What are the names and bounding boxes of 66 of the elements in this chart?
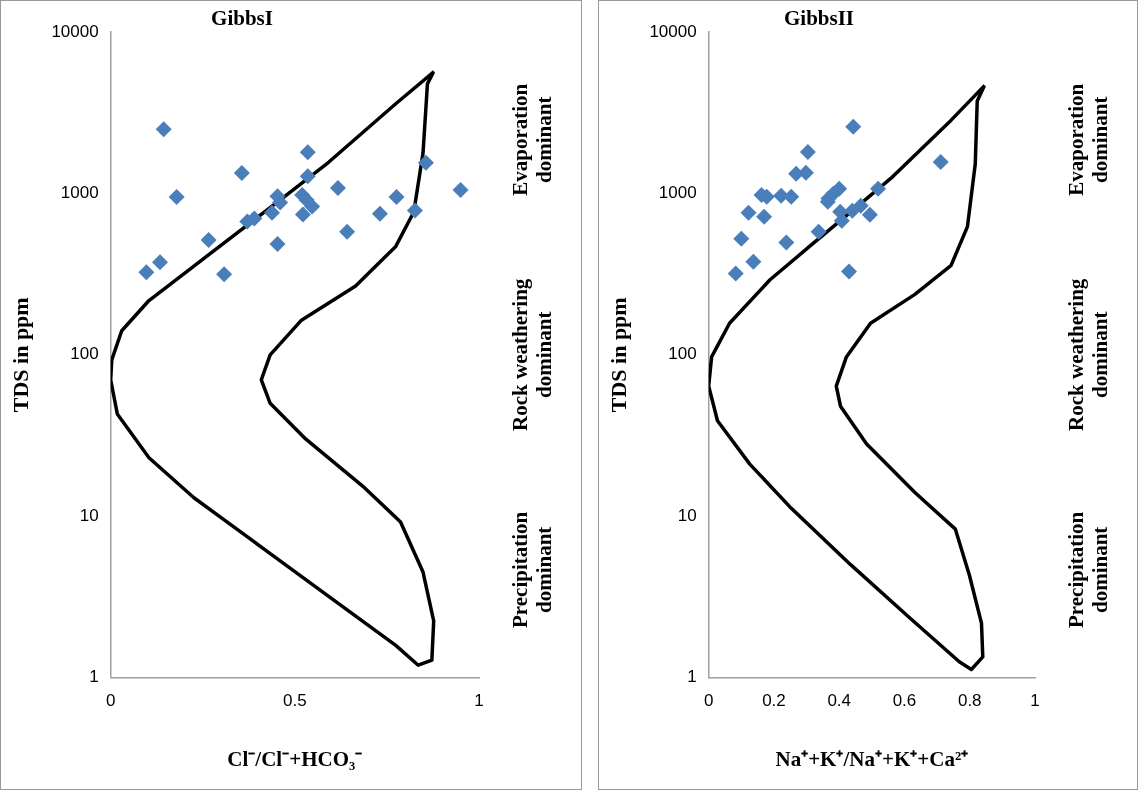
point — [932, 153, 949, 170]
text: Precipitation dominant — [508, 511, 557, 628]
point — [388, 189, 405, 206]
point — [339, 223, 356, 240]
point — [870, 180, 887, 197]
point — [733, 230, 750, 247]
point — [740, 204, 757, 221]
y-tick-label: 10000 — [649, 21, 697, 41]
text: Evaporation dominant — [508, 83, 557, 196]
point — [371, 205, 388, 222]
point — [294, 206, 311, 223]
y-tick-label: 10 — [677, 505, 697, 525]
x-tick-label: 1 — [474, 691, 484, 711]
x-tick-label: 0.6 — [892, 691, 917, 711]
point — [299, 144, 316, 161]
x-tick-label: 0 — [105, 691, 116, 711]
point — [299, 168, 316, 185]
x-tick-label: 0.2 — [762, 691, 786, 711]
x-axis-title: Na⁺+K⁺/Na⁺+K⁺+Ca²⁺ — [775, 746, 969, 771]
x-tick-label: 0 — [703, 691, 714, 711]
point — [216, 266, 233, 283]
point — [852, 197, 869, 214]
x-tick-label: 1 — [1030, 691, 1040, 711]
point — [861, 206, 878, 223]
point — [233, 165, 250, 181]
point — [417, 154, 434, 171]
chart-title: GibbsI — [211, 6, 273, 31]
y-tick-label: 1000 — [658, 183, 697, 203]
point — [845, 118, 862, 135]
text: Evaporation dominant — [1064, 83, 1113, 196]
point — [745, 253, 762, 270]
point — [200, 231, 217, 248]
y-tick-label: 10000 — [51, 21, 99, 41]
point — [264, 204, 280, 221]
text: Rock weathering dominant — [508, 278, 557, 431]
y-tick-label: 100 — [70, 344, 99, 364]
text: Precipitation dominant — [1064, 511, 1113, 628]
y-axis-title: TDS in ppm — [605, 297, 631, 413]
point — [778, 234, 795, 251]
point — [844, 202, 861, 219]
y-tick-label: 100 — [668, 344, 697, 364]
point — [269, 235, 286, 252]
x-tick-label: 0.5 — [283, 691, 307, 711]
y-tick-label: 1 — [687, 667, 697, 687]
y-axis-title: TDS in ppm — [7, 297, 33, 413]
chart-title: GibbsII — [783, 6, 855, 31]
point — [840, 263, 857, 280]
point — [155, 121, 172, 138]
y-tick-label: 1 — [89, 667, 99, 687]
point — [783, 188, 800, 205]
x-tick-label: 0.8 — [957, 691, 982, 711]
point — [152, 254, 169, 271]
text: Rock weathering dominant — [1064, 278, 1113, 431]
point — [810, 223, 827, 240]
point — [138, 264, 155, 281]
point — [168, 189, 185, 206]
point — [406, 202, 423, 219]
point — [799, 143, 816, 160]
x-axis-title: Cl⁻/Cl⁻+HCO₃⁻ — [227, 746, 363, 771]
point — [329, 180, 346, 197]
point — [756, 208, 773, 225]
point — [452, 182, 469, 199]
y-tick-label: 1000 — [60, 183, 99, 203]
y-tick-label: 10 — [79, 505, 99, 525]
x-tick-label: 0.4 — [827, 691, 852, 711]
point — [727, 265, 744, 282]
